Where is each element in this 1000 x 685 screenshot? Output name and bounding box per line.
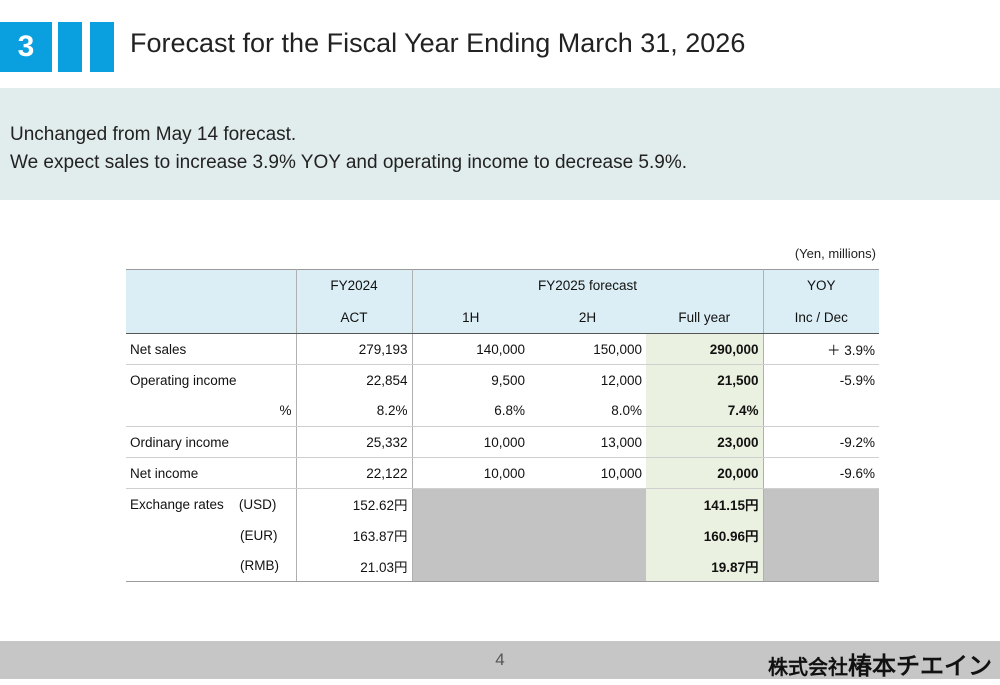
summary-line-2: We expect sales to increase 3.9% YOY and… xyxy=(10,152,688,173)
cell-2h: 10,000 xyxy=(529,457,646,489)
cell-act: 279,193 xyxy=(296,333,413,365)
header-accent-bar xyxy=(58,22,82,72)
table-row-fx-eur: (EUR) 163.87円 160.96円 xyxy=(126,519,879,551)
cell-blank xyxy=(763,519,879,551)
cell-full-year: 141.15円 xyxy=(646,488,764,520)
row-label: (RMB) xyxy=(126,550,297,582)
cell-2h: 13,000 xyxy=(529,426,646,458)
row-label: Net income xyxy=(126,457,297,489)
fx-label: Exchange rates xyxy=(130,496,224,512)
table-row: Net sales 279,193 140,000 150,000 290,00… xyxy=(126,333,879,365)
cell-blank xyxy=(412,519,646,551)
cell-act: 22,854 xyxy=(296,364,413,396)
cell-act: 163.87円 xyxy=(296,519,413,551)
cell-blank xyxy=(412,550,646,582)
cell-act: 8.2% xyxy=(296,395,413,427)
table-row: Operating income 22,854 9,500 12,000 21,… xyxy=(126,364,879,396)
table-row: % 8.2% 6.8% 8.0% 7.4% xyxy=(126,395,879,427)
row-label: (EUR) xyxy=(126,519,297,551)
page-title: Forecast for the Fiscal Year Ending Marc… xyxy=(130,28,746,58)
header-inc-dec: Inc / Dec xyxy=(763,301,879,334)
unit-note: (Yen, millions) xyxy=(794,246,876,261)
row-label: Net sales xyxy=(126,333,297,365)
cell-yoy: -9.6% xyxy=(763,457,879,489)
company-name: 椿本チエイン xyxy=(848,653,992,680)
cell-yoy xyxy=(763,395,879,427)
header-1h: 1H xyxy=(412,301,529,334)
header-accent-bar xyxy=(90,22,114,72)
cell-1h: 140,000 xyxy=(412,333,529,365)
table-row-fx-usd: Exchange rates (USD) 152.62円 141.15円 xyxy=(126,488,879,520)
cell-2h: 12,000 xyxy=(600,372,642,388)
cell-blank xyxy=(763,550,879,582)
cell-blank xyxy=(763,488,879,520)
cell-1h: 9,500 xyxy=(491,372,525,388)
cell-yoy: -9.2% xyxy=(763,426,879,458)
cell-act: 21.03円 xyxy=(296,550,413,582)
summary-line-1: Unchanged from May 14 forecast. xyxy=(10,124,297,145)
table-row: Ordinary income 25,332 10,000 13,000 23,… xyxy=(126,426,879,458)
cell-full-year: 23,000 xyxy=(646,426,764,458)
table-header-row: FY2024 FY2025 forecast YOY xyxy=(126,269,879,302)
table-row: Net income 22,122 10,000 10,000 20,000 -… xyxy=(126,457,879,489)
cell-1h: 6.8% xyxy=(412,395,529,427)
cell-full-year: 20,000 xyxy=(646,457,764,489)
cell-act: 22,122 xyxy=(296,457,413,489)
table-header-row: ACT 1H 2H Full year Inc / Dec xyxy=(126,301,879,334)
cell-blank xyxy=(412,488,646,520)
fx-currency-rmb: (RMB) xyxy=(240,558,279,574)
row-label: Ordinary income xyxy=(126,426,297,458)
header-yoy: YOY xyxy=(763,269,879,302)
row-label: Exchange rates (USD) xyxy=(126,488,297,520)
cell-full-year: 160.96円 xyxy=(646,519,764,551)
row-label: % xyxy=(126,395,297,427)
cell-full-year: 290,000 xyxy=(646,333,764,365)
row-label: Operating income xyxy=(126,364,297,396)
footer-bar: 4 株式会社椿本チエイン xyxy=(0,641,1000,681)
company-prefix: 株式会社 xyxy=(768,657,848,679)
header-fy2024: FY2024 xyxy=(296,269,413,302)
fx-currency-usd: (USD) xyxy=(238,496,277,512)
forecast-table: FY2024 FY2025 forecast YOY ACT 1H 2H Ful… xyxy=(126,269,879,582)
cell-2h: 150,000 xyxy=(529,333,646,365)
header-act: ACT xyxy=(296,301,413,334)
header-fy2025-forecast: FY2025 forecast xyxy=(412,269,764,302)
cell-yoy: -5.9% xyxy=(839,372,875,388)
cell-act: 25,332 xyxy=(296,426,413,458)
header-2h: 2H xyxy=(529,301,646,334)
fx-currency-eur: (EUR) xyxy=(240,527,278,543)
cell-yoy: ＋ 3.9% xyxy=(763,333,879,365)
company-logo-text: 株式会社椿本チエイン xyxy=(768,646,992,681)
summary-box: Unchanged from May 14 forecast. We expec… xyxy=(0,88,1000,200)
cell-1h: 10,000 xyxy=(412,457,529,489)
table-row-fx-rmb: (RMB) 21.03円 19.87円 xyxy=(126,550,879,582)
section-number-badge: 3 xyxy=(0,22,52,72)
header-full-year: Full year xyxy=(646,301,764,334)
cell-2h: 8.0% xyxy=(529,395,646,427)
page-number: 4 xyxy=(495,650,505,669)
cell-full-year: 21,500 xyxy=(646,364,764,396)
cell-full-year: 7.4% xyxy=(646,395,764,427)
cell-1h: 10,000 xyxy=(412,426,529,458)
cell-full-year: 19.87円 xyxy=(646,550,764,582)
cell-act: 152.62円 xyxy=(296,488,413,520)
